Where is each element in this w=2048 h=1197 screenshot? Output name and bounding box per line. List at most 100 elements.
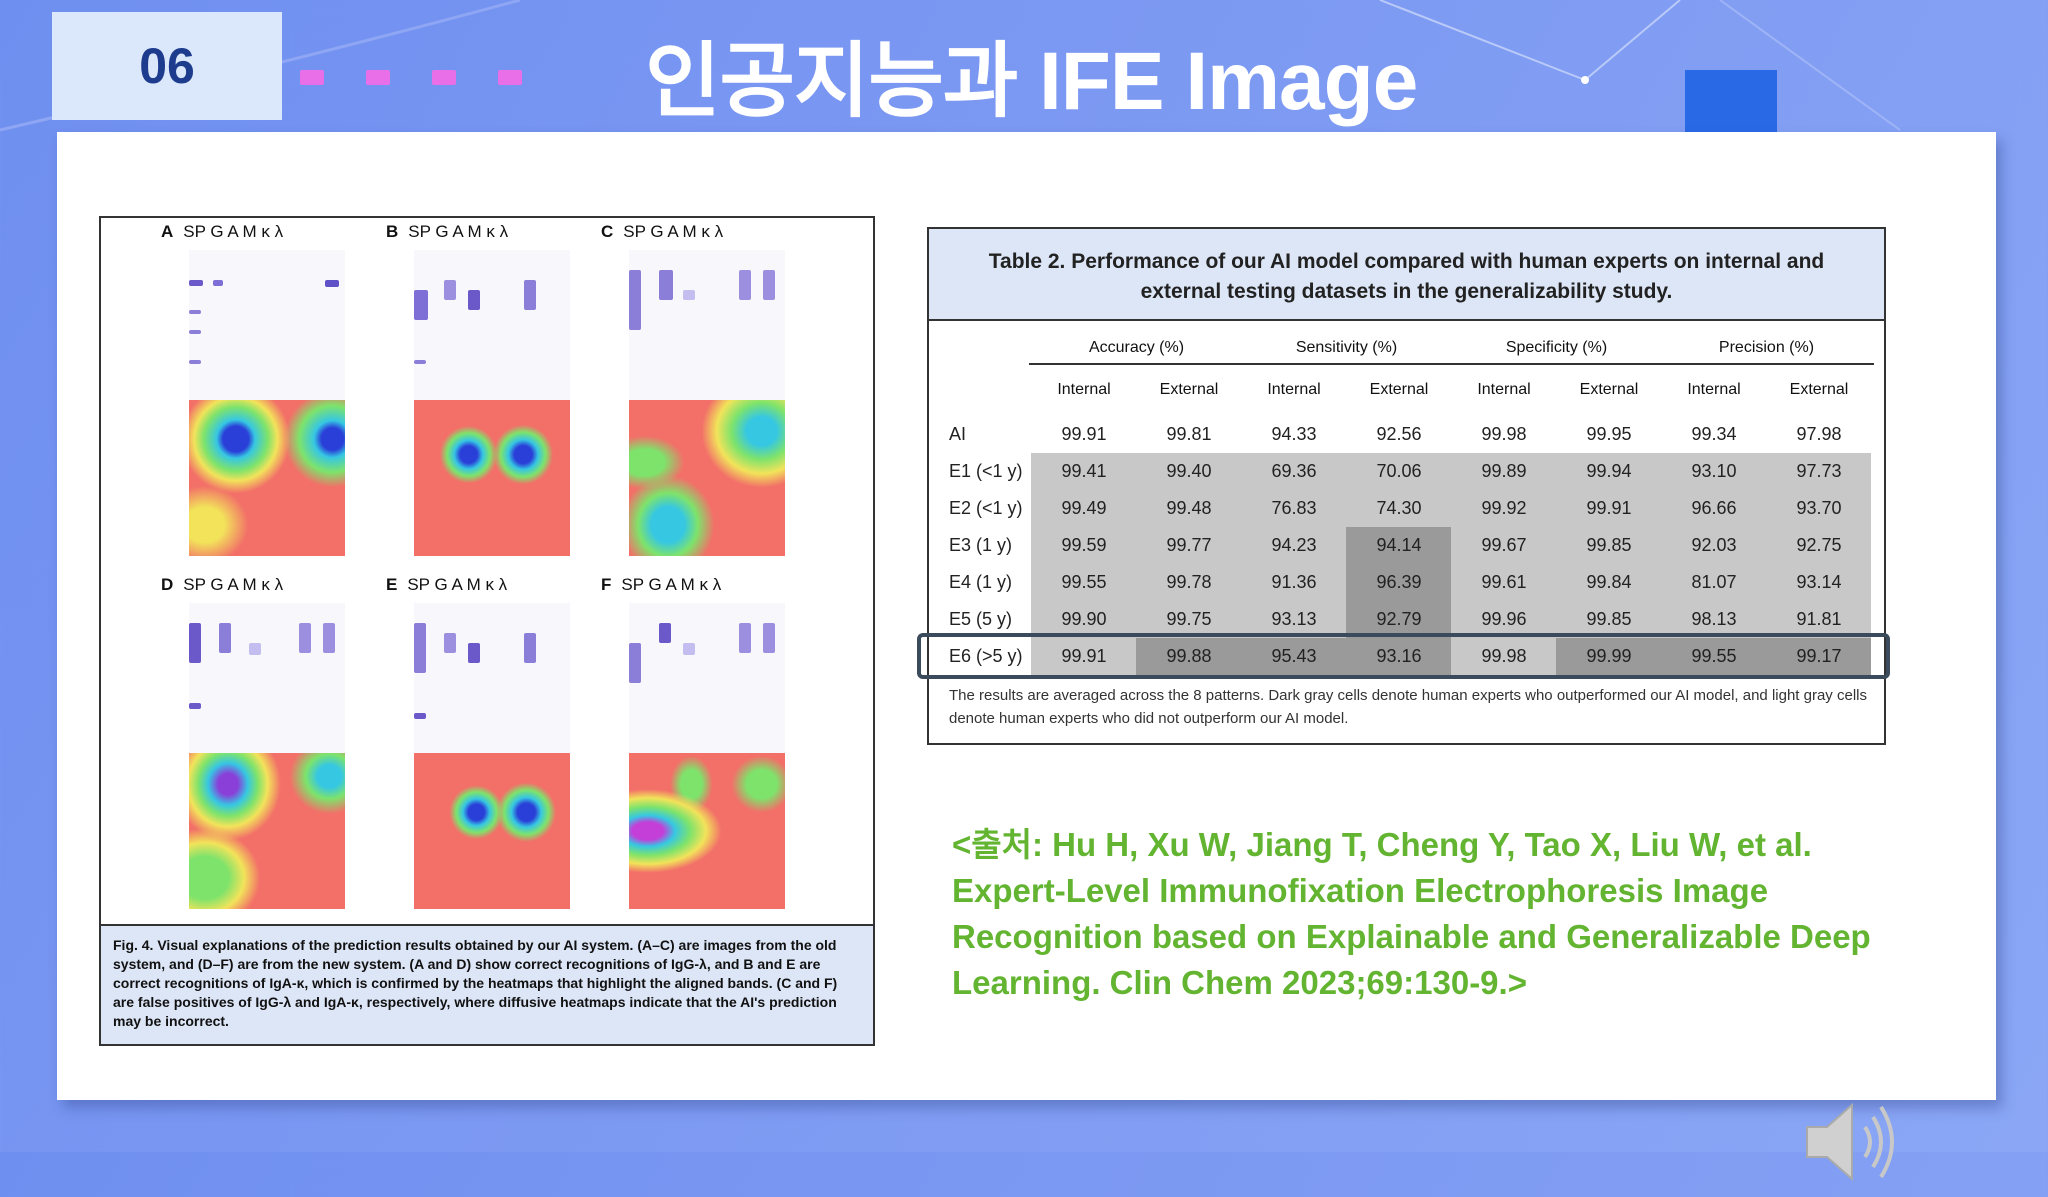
- decorative-dots: [300, 70, 522, 85]
- light-cell-bg: [1556, 527, 1661, 564]
- gel-band: [629, 643, 641, 683]
- panel-header: A SP G A M κ λ: [161, 222, 361, 248]
- light-cell-bg: [1766, 490, 1871, 527]
- light-cell-bg: [1451, 564, 1556, 601]
- light-cell-bg: [1031, 638, 1136, 675]
- speaker-icon[interactable]: [1797, 1087, 1907, 1197]
- gel-band: [189, 623, 201, 663]
- row-label: E1 (<1 y): [949, 461, 1023, 481]
- light-cell-bg: [1556, 564, 1661, 601]
- row-label: E5 (5 y): [949, 609, 1013, 629]
- panel-letter: D: [161, 575, 174, 594]
- column-group-header: Specificity (%): [1505, 339, 1608, 356]
- table-cell: 99.91: [1586, 498, 1632, 518]
- table-cell: 93.14: [1796, 572, 1842, 592]
- column-group-header: Accuracy (%): [1088, 339, 1185, 356]
- light-cell-bg: [1031, 564, 1136, 601]
- dark-cell-bg: [1346, 564, 1451, 601]
- table-cell: 99.77: [1166, 535, 1212, 555]
- gel-band: [189, 330, 201, 334]
- table-cell: 96.66: [1691, 498, 1737, 518]
- table-cell: 99.49: [1061, 498, 1107, 518]
- gel-band: [739, 270, 751, 300]
- column-subheader: External: [1579, 381, 1639, 398]
- light-cell-bg: [1136, 564, 1241, 601]
- gel-image: [414, 603, 570, 753]
- lane-labels: SP G A M κ λ: [183, 222, 284, 241]
- group-underline: [1659, 363, 1874, 365]
- table-cell: 96.39: [1376, 572, 1422, 592]
- gel-band: [189, 703, 201, 709]
- light-cell-bg: [1241, 601, 1346, 638]
- dark-cell-bg: [1136, 638, 1241, 675]
- lane-labels: SP G A M κ λ: [621, 575, 722, 594]
- row-label: E6 (>5 y): [949, 646, 1023, 666]
- light-cell-bg: [1241, 453, 1346, 490]
- column-group-header: Precision (%): [1718, 339, 1815, 356]
- row-label: E3 (1 y): [949, 535, 1013, 555]
- table-cell: 99.61: [1481, 572, 1527, 592]
- dark-cell-bg: [1241, 638, 1346, 675]
- gel-image: [189, 603, 345, 753]
- table-cell: 99.88: [1166, 646, 1212, 666]
- lane-labels: SP G A M κ λ: [623, 222, 724, 241]
- light-cell-bg: [1031, 453, 1136, 490]
- table-cell: 99.90: [1061, 609, 1107, 629]
- panel-header: B SP G A M κ λ: [386, 222, 586, 248]
- table-cell: 76.83: [1271, 498, 1317, 518]
- table-cell: 93.13: [1271, 609, 1317, 629]
- table-footnote: The results are averaged across the 8 pa…: [949, 687, 1867, 727]
- panel-header: E SP G A M κ λ: [386, 575, 586, 601]
- column-subheader: Internal: [1477, 381, 1531, 398]
- table-cell: 99.85: [1586, 609, 1632, 629]
- table-cell: 92.56: [1376, 424, 1422, 444]
- table-cell: 99.59: [1061, 535, 1107, 555]
- table-cell: 94.14: [1376, 535, 1422, 555]
- gel-band: [414, 360, 426, 364]
- lane-labels: SP G A M κ λ: [408, 222, 509, 241]
- gel-band: [629, 270, 641, 330]
- table-cell: 92.03: [1691, 535, 1737, 555]
- light-cell-bg: [1766, 453, 1871, 490]
- gel-band: [414, 623, 426, 673]
- gel-band: [189, 310, 201, 314]
- gel-band: [323, 623, 335, 653]
- table-cell: 99.48: [1166, 498, 1212, 518]
- panel-letter: B: [386, 222, 399, 241]
- table-cell: 99.96: [1481, 609, 1527, 629]
- panel-letter: A: [161, 222, 174, 241]
- group-underline: [1029, 363, 1244, 365]
- table-cell: 99.84: [1586, 572, 1632, 592]
- light-cell-bg: [1451, 638, 1556, 675]
- table-cell: 91.36: [1271, 572, 1317, 592]
- table-title: Table 2. Performance of our AI model com…: [929, 229, 1884, 321]
- heatmap-image: [189, 753, 345, 909]
- table-cell: 99.67: [1481, 535, 1527, 555]
- figure-panel-e: E SP G A M κ λ: [386, 575, 586, 915]
- light-cell-bg: [1556, 601, 1661, 638]
- table-cell: 93.16: [1376, 646, 1422, 666]
- table-cell: 74.30: [1376, 498, 1422, 518]
- page-title: 인공지능과 IFE Image: [645, 36, 1418, 127]
- gel-band: [213, 280, 223, 286]
- gel-band: [659, 623, 671, 643]
- panel-header: D SP G A M κ λ: [161, 575, 361, 601]
- table-cell: 99.91: [1061, 424, 1107, 444]
- gel-band: [189, 360, 201, 364]
- lane-labels: SP G A M κ λ: [407, 575, 508, 594]
- row-label: AI: [949, 424, 967, 444]
- dark-cell-bg: [1556, 638, 1661, 675]
- gel-band: [414, 290, 428, 320]
- table-cell: 99.78: [1166, 572, 1212, 592]
- column-subheader: Internal: [1057, 381, 1111, 398]
- gel-band: [414, 713, 426, 719]
- table-cell: 92.79: [1376, 609, 1422, 629]
- group-underline: [1449, 363, 1664, 365]
- column-subheader: External: [1369, 381, 1429, 398]
- light-cell-bg: [1661, 527, 1766, 564]
- heatmap-image: [629, 400, 785, 556]
- light-cell-bg: [1031, 490, 1136, 527]
- gel-band: [683, 290, 695, 300]
- light-cell-bg: [1766, 601, 1871, 638]
- dark-cell-bg: [1346, 638, 1451, 675]
